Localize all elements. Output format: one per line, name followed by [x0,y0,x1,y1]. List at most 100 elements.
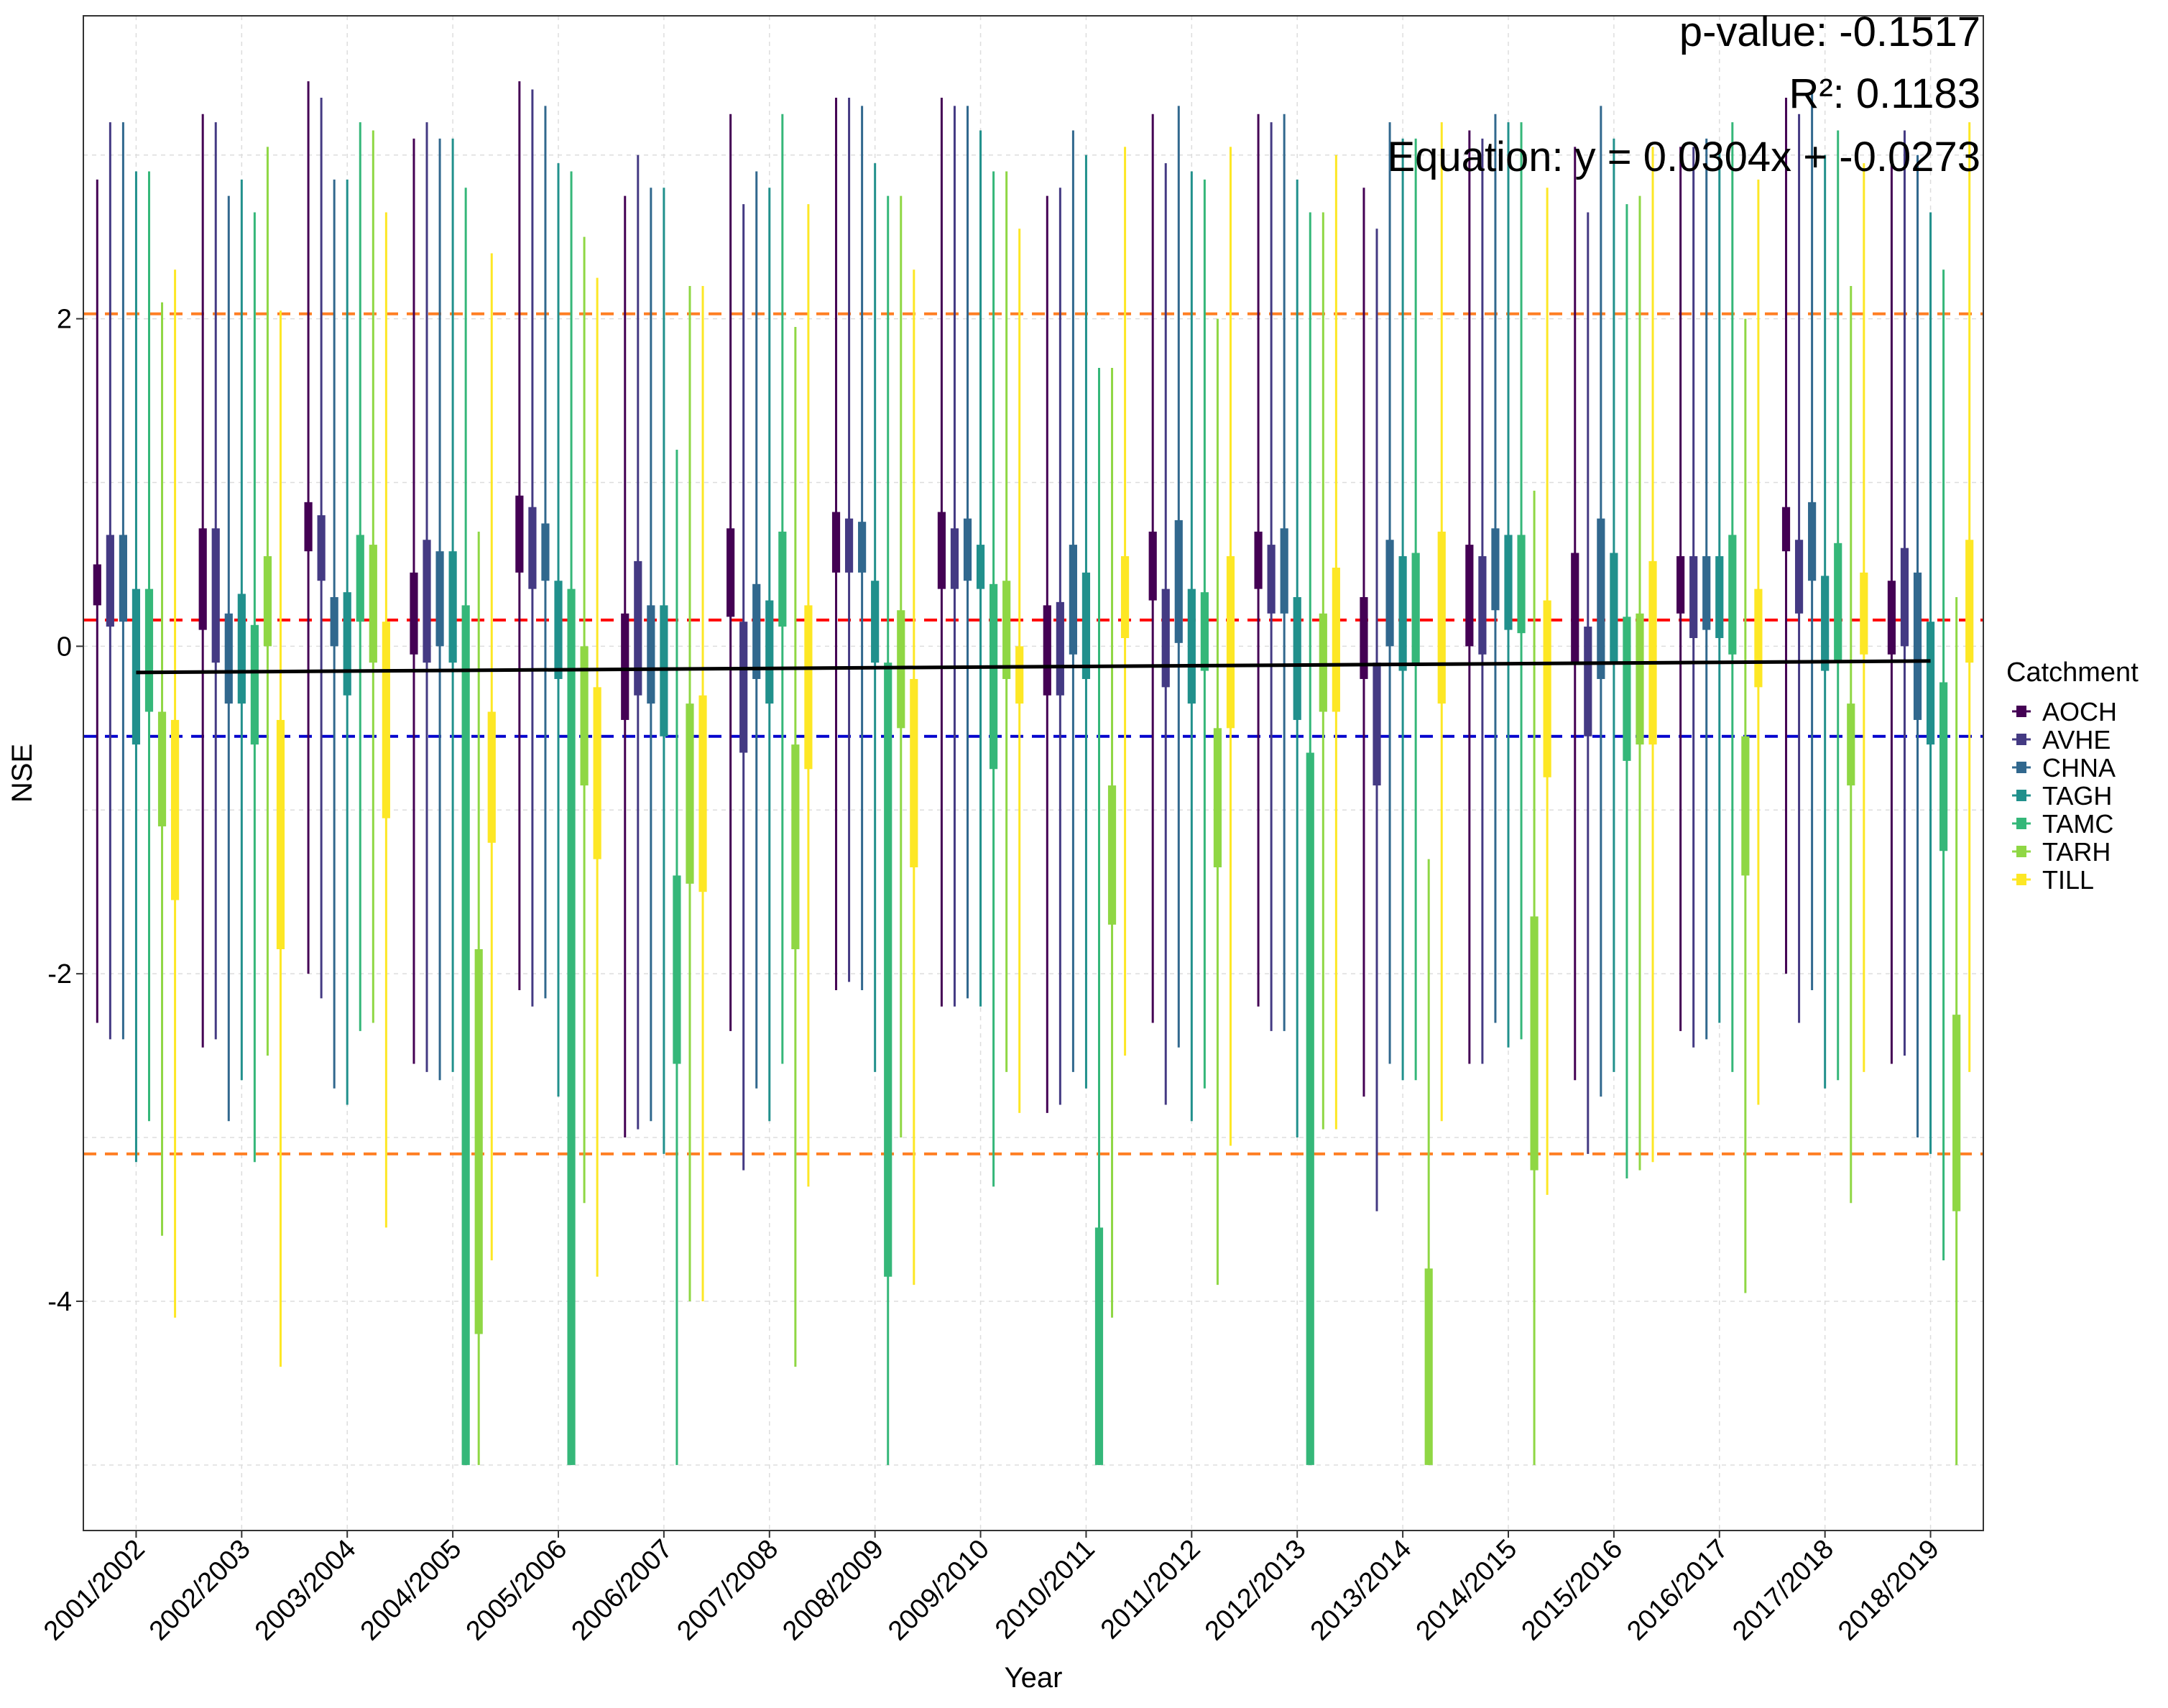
boxplot-aoch [1571,147,1579,1081]
box [778,531,787,627]
box [1491,528,1500,611]
boxplot-tarh [1952,597,1961,1465]
box [1781,507,1791,552]
boxplot-till [1754,179,1763,1105]
boxplot-avhe [1267,122,1276,1031]
y-tick-label: -4 [47,1287,72,1317]
box [93,564,101,606]
boxplot-tamc [567,171,576,1465]
annotation-r-squared: R²: 0.1183 [1789,70,1980,117]
legend-key-tamc [2016,818,2026,829]
y-tick-label: 2 [57,305,72,335]
boxplot-avhe [1478,138,1487,1064]
boxplot-tagh [1187,171,1196,1122]
boxplot-tamc [673,449,681,1465]
boxplot-tamc [1623,204,1631,1179]
boxplot-tamc [1728,122,1737,1072]
boxplot-till [593,277,601,1277]
boxplot-till [1120,147,1130,1056]
legend-label-till: TILL [2042,865,2094,895]
boxplot-tagh [1926,212,1935,1154]
box [1715,556,1724,638]
box [528,507,537,589]
boxplot-chna [1808,89,1817,990]
box [1306,752,1314,1465]
boxplot-tagh [1715,147,1724,1023]
box [1584,627,1592,737]
boxplot-avhe [1584,212,1592,1154]
box [1702,556,1711,630]
box [1741,736,1750,876]
box [1939,682,1948,851]
box [1965,540,1974,663]
boxplot-chna [1385,122,1394,1064]
box [1161,588,1170,688]
boxplot-tarh [369,130,377,1023]
boxplot-chna [858,106,867,990]
trend-line-group [136,659,1931,675]
box [410,572,418,655]
boxplot-tamc [1094,367,1104,1465]
boxplot-tamc [1939,269,1948,1260]
boxplot-chna [1597,106,1605,1097]
box [1280,528,1288,614]
boxplot-chna [1913,154,1922,1138]
box [1120,556,1130,638]
box [1913,572,1922,720]
box [1043,605,1051,696]
box [343,592,351,696]
box [765,600,774,704]
boxplot-avhe [1689,147,1698,1048]
boxplot-till [1543,188,1551,1195]
box [1107,785,1117,925]
box [356,535,364,622]
legend-key-till [2016,874,2026,885]
boxplot-tagh [554,163,563,1097]
boxplot-till [1648,147,1657,1163]
box [382,622,390,818]
box [106,535,114,627]
boxplot-tagh [871,163,880,1072]
box [1543,600,1551,777]
boxplot-avhe [1900,130,1909,1056]
boxplot-tagh [237,179,246,1081]
box [554,581,563,679]
boxplot-tagh [1610,138,1618,1072]
boxplot-aoch [1676,147,1685,1031]
box [1360,597,1368,679]
legend-key-avhe [2016,734,2026,745]
boxplot-chna [541,106,550,999]
boxplot-tamc [144,171,154,1122]
boxplot-avhe [423,122,431,1072]
boxplot-avhe [1794,114,1804,1023]
box [950,528,959,589]
boxplot-tamc [1200,179,1209,1089]
box [304,502,313,552]
box [910,678,918,868]
box [1069,545,1077,655]
legend-label-tagh: TAGH [2042,781,2112,811]
boxplot-tarh [1213,318,1222,1285]
box [119,535,127,622]
box [1952,1015,1961,1211]
boxplot-tarh [580,236,589,1204]
boxplot-tarh [474,531,483,1465]
box [1398,556,1407,671]
boxplot-avhe [634,154,642,1130]
boxplot-avhe [1373,228,1381,1211]
legend-label-avhe: AVHE [2042,725,2111,754]
boxplot-aoch [831,97,841,990]
boxplot-tagh [765,188,774,1122]
box [580,646,589,786]
box [1373,663,1381,786]
box [1636,613,1644,745]
box [1689,556,1698,638]
boxplot-tarh [1424,859,1433,1465]
box [1226,556,1235,729]
boxplot-chna [1491,114,1500,1023]
boxplot-tagh [1081,154,1091,1089]
boxplot-chna [1702,138,1711,1040]
boxplot-tarh [157,302,167,1236]
box [1597,518,1605,679]
